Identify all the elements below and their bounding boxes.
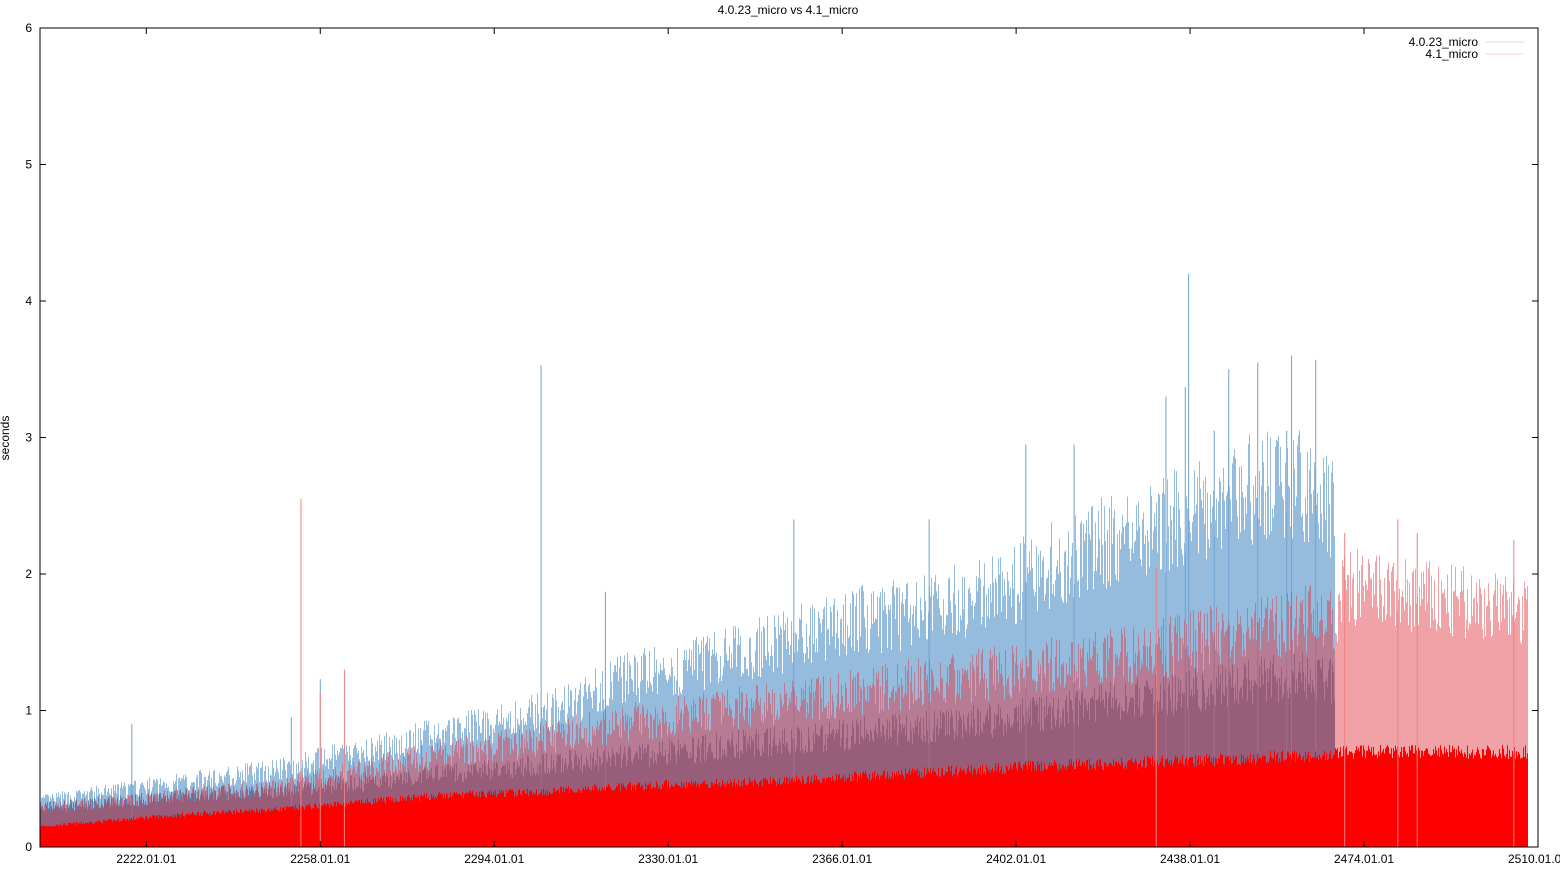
y-axis-label: seconds (0, 416, 12, 461)
plot-area (40, 273, 1528, 847)
chart-title: 4.0.23_micro vs 4.1_micro (718, 3, 859, 17)
series-4-1-micro (40, 498, 1528, 847)
